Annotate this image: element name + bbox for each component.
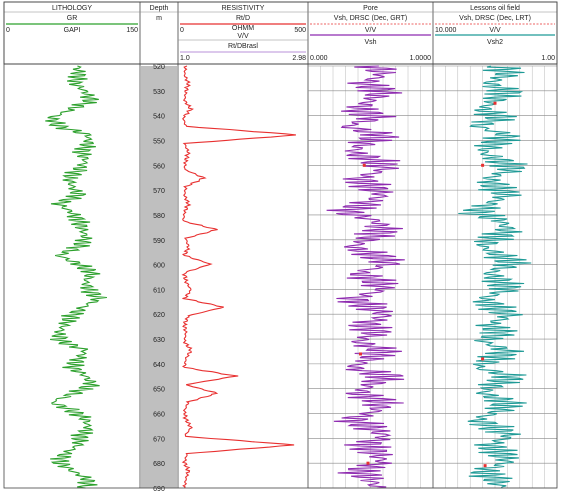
header-frame [3, 1, 558, 65]
gr-curve [45, 65, 107, 489]
vsh-curve [326, 65, 405, 489]
marker-point [366, 461, 370, 465]
curve-name-vsh: Vsh, DRSC (Dec, GRT) [334, 15, 407, 22]
depth-tick-label: 690 [153, 486, 165, 492]
depth-tick-label: 520 [153, 64, 165, 71]
res2-max-label: 2.98 [292, 55, 306, 62]
depth-unit-label: m [156, 15, 162, 22]
curve-name-vsh-b: Vsh [364, 39, 376, 46]
res2-min-label: 1.0 [180, 55, 190, 62]
vsh2-max-label: 1.00 [541, 55, 555, 62]
gr-min-label: 0 [6, 27, 10, 34]
track-title-resistivity: RESISTIVITY [222, 5, 265, 12]
depth-tick-label: 670 [153, 436, 165, 443]
chart-frame [3, 1, 558, 489]
marker-point [481, 163, 485, 167]
curve-name-rtdbrasl: Rt/DBrasl [228, 43, 258, 50]
gr-unit-label: GAPI [64, 27, 81, 34]
gr-max-label: 150 [126, 27, 138, 34]
vsh2-min-label: 10.000 [435, 27, 457, 34]
depth-tick-label: 580 [153, 213, 165, 220]
track-title-depth: Depth [150, 5, 169, 12]
depth-tick-label: 610 [153, 287, 165, 294]
marker-point [481, 357, 485, 361]
resistivity-curve [181, 65, 296, 489]
depth-tick-label: 530 [153, 89, 165, 96]
depth-tick-label: 620 [153, 312, 165, 319]
depth-tick-label: 570 [153, 188, 165, 195]
marker-point [362, 163, 366, 167]
depth-tick-label: 600 [153, 263, 165, 270]
curve-name-vsh2: Vsh2 [487, 39, 503, 46]
curve-name-gr: GR [67, 15, 78, 22]
curve-name-ohmm: OHMM [232, 25, 254, 32]
track-title-pore: Pore [363, 5, 378, 12]
marker-point [493, 101, 497, 105]
res-min-label: 0 [180, 27, 184, 34]
track-title-lessons-oil-field: Lessons oil field [470, 5, 520, 12]
depth-tick-label: 540 [153, 114, 165, 121]
depth-band [141, 66, 177, 488]
track-title-lithology: LITHOLOGY [52, 5, 92, 12]
depth-tick-label: 660 [153, 412, 165, 419]
depth-tick-label: 550 [153, 138, 165, 145]
depth-tick-label: 640 [153, 362, 165, 369]
depth-tick-label: 560 [153, 163, 165, 170]
marker-point [359, 352, 362, 356]
res-unit-label: V/V [237, 33, 249, 40]
curve-name-rtd: Rt/D [236, 15, 250, 22]
curve-name-vsh-lrt: Vsh, DRSC (Dec, LRT) [459, 15, 531, 22]
depth-tick-label: 650 [153, 387, 165, 394]
depth-tick-label: 630 [153, 337, 165, 344]
vsh-min-label: 0.000 [310, 55, 328, 62]
vsh2-curve [458, 65, 532, 489]
res-max-label: 500 [294, 27, 306, 34]
depth-tick-label: 590 [153, 238, 165, 245]
marker-point [483, 464, 487, 468]
depth-tick-label: 680 [153, 461, 165, 468]
vsh-max-label: 1.0000 [410, 55, 432, 62]
vsh-unit-label: V/V [365, 27, 377, 34]
vsh2-unit-label: V/V [489, 27, 501, 34]
